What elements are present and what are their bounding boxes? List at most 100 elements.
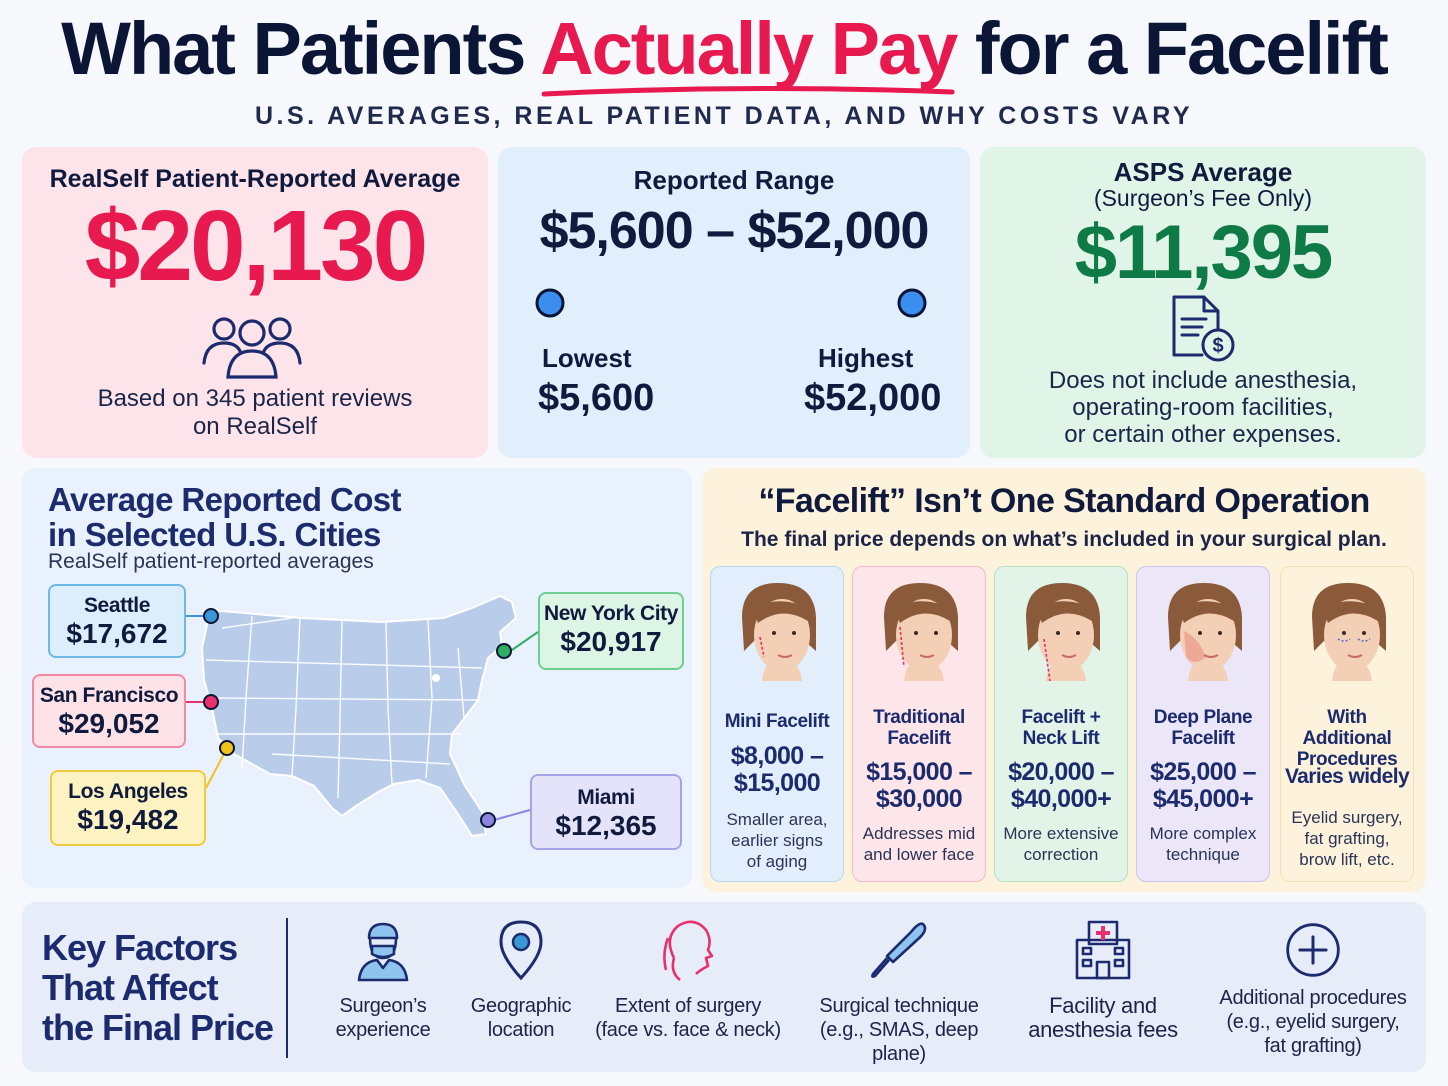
city-value: $19,482 (77, 804, 179, 835)
seattle-dot (203, 608, 219, 624)
procedure-price-line2: $30,000 (875, 785, 963, 813)
us-map-graphic (200, 594, 518, 838)
city-name: Miami (577, 786, 635, 809)
procedure-name-line1: Facelift + (1021, 707, 1101, 728)
factor-technique: Surgical technique (e.g., SMAS, deep plan… (792, 918, 1006, 1066)
miami-dot (480, 812, 496, 828)
asps-value: $11,395 (1074, 210, 1334, 295)
city-name: Seattle (83, 594, 151, 617)
range-label: Reported Range (633, 165, 835, 195)
range-high-dot (897, 288, 927, 318)
factor-line3: fat grafting) (1264, 1035, 1362, 1057)
face-illustration-icon (1168, 583, 1242, 681)
procedures-title: “Facelift” Isn’t One Standard Operation (758, 482, 1370, 520)
factors-title-line1: Key Factors (42, 927, 238, 968)
surgeon-icon (357, 922, 409, 982)
range-high-value: $52,000 (804, 377, 942, 419)
factors-divider (286, 918, 288, 1058)
procedure-name: With Additional Procedures (1281, 707, 1413, 770)
realself-value: $20,130 (84, 190, 428, 302)
procedures-subtitle: The final price depends on what’s includ… (741, 528, 1387, 551)
procedure-price-line1: $8,000 – (730, 742, 824, 770)
range-low-label: Lowest (542, 343, 632, 373)
asps-note-line1: Does not include anesthesia, (1048, 367, 1358, 394)
procedure-name: Facelift + Neck Lift (995, 707, 1127, 749)
procedure-price: $15,000 – $30,000 (853, 759, 985, 813)
factor-line2: location (487, 1019, 555, 1041)
title-accent-text: Actually Pay (540, 7, 958, 90)
procedure-price: Varies widely (1281, 763, 1413, 790)
city-san-francisco: San Francisco $29,052 (32, 674, 186, 748)
procedure-name-line2: Neck Lift (1022, 728, 1100, 749)
procedure-price: $8,000 – $15,000 (711, 743, 843, 797)
procedure-desc-line3: brow lift, etc. (1299, 850, 1395, 869)
realself-note: Based on 345 patient reviews on RealSelf (22, 385, 488, 441)
face-profile-icon (663, 920, 714, 982)
svg-text:$: $ (1212, 335, 1223, 357)
procedure-price-line1: Varies widely (1284, 765, 1410, 788)
procedure-price-line2: $15,000 (733, 769, 821, 797)
range-low-dot (535, 288, 565, 318)
procedure-desc-line1: More extensive (1003, 824, 1119, 843)
cities-title: Average Reported Cost in Selected U.S. C… (48, 482, 402, 553)
procedure-desc-line1: More complex (1149, 824, 1257, 843)
procedure-name: Mini Facelift (711, 711, 843, 732)
asps-note-line2: operating-room facilities, (1072, 394, 1334, 421)
city-value: $12,365 (555, 810, 657, 841)
cities-title-line2: in Selected U.S. Cities (48, 516, 381, 553)
factors-title: Key Factors That Affect the Final Price (42, 927, 274, 1048)
range-high-label: Highest (818, 343, 914, 373)
procedure-name-line1: With Additional (1302, 707, 1392, 749)
factor-line2: (face vs. face & neck) (595, 1019, 781, 1041)
procedure-name-line2: Facelift (1171, 728, 1235, 749)
procedure-price-line2: $40,000+ (1010, 785, 1112, 813)
page-subtitle: U.S. AVERAGES, REAL PATIENT DATA, AND WH… (254, 102, 1194, 130)
factors-title-line2: That Affect (42, 967, 219, 1008)
procedure-name-line2: Facelift (887, 728, 951, 749)
underline-swoosh-icon (541, 85, 955, 97)
realself-label: RealSelf Patient-Reported Average (49, 165, 461, 193)
city-value: $20,917 (560, 626, 662, 657)
city-costs-card: Average Reported Cost in Selected U.S. C… (22, 468, 692, 888)
title-pre: What Patients (61, 7, 541, 90)
procedure-desc-line2: technique (1166, 845, 1240, 864)
procedure-price: $25,000 – $45,000+ (1137, 759, 1269, 813)
procedure-desc-line2: earlier signs (731, 831, 823, 850)
factors-title-line3: the Final Price (42, 1007, 274, 1048)
city-name: New York City (543, 602, 679, 625)
procedure-desc-line2: fat grafting, (1304, 829, 1390, 848)
sf-dot (203, 694, 219, 710)
factor-surgeon: Surgeon’s experience (322, 918, 444, 1042)
procedure-name-line1: Traditional (873, 707, 965, 728)
procedure-desc: Smaller area, earlier signs of aging (711, 809, 843, 872)
people-icon (202, 317, 302, 379)
factor-line1: Geographic (470, 995, 572, 1017)
face-illustration-icon (884, 583, 958, 681)
face-illustration-icon (742, 583, 816, 681)
range-slider-graphic (535, 288, 927, 318)
document-dollar-icon: $ (1172, 295, 1235, 362)
procedure-price-line2: $45,000+ (1152, 785, 1254, 813)
procedure-mini-facelift: Mini Facelift $8,000 – $15,000 Smaller ar… (710, 566, 844, 882)
factor-line2: experience (335, 1019, 431, 1041)
procedure-facelift-neck-lift: Facelift + Neck Lift $20,000 – $40,000+ Mo… (994, 566, 1128, 882)
procedure-desc: Addresses mid and lower face (853, 823, 985, 865)
asps-average-card: ASPS Average (Surgeon’s Fee Only) $11,39… (980, 147, 1426, 458)
procedure-traditional-facelift: Traditional Facelift $15,000 – $30,000 Add… (852, 566, 986, 882)
city-new-york: New York City $20,917 (538, 592, 684, 670)
range-low-value: $5,600 (538, 377, 655, 419)
asps-label: ASPS Average (1113, 157, 1293, 187)
location-pin-icon (499, 920, 543, 981)
cities-subtitle: RealSelf patient-reported averages (48, 550, 374, 573)
title-accent: Actually Pay (540, 7, 958, 97)
asps-note: Does not include anesthesia, operating-r… (980, 367, 1426, 448)
hospital-icon (1075, 920, 1131, 980)
city-value: $29,052 (58, 708, 160, 739)
factor-line1: Surgeon’s (339, 995, 427, 1017)
asps-note-line3: or certain other expenses. (1064, 421, 1342, 448)
factor-line1: Facility and (1049, 993, 1157, 1018)
city-name: Los Angeles (68, 780, 188, 803)
asps-sublabel: (Surgeon’s Fee Only) (1093, 185, 1313, 211)
key-factors-card: Key Factors That Affect the Final Price … (22, 902, 1426, 1072)
procedure-desc-line1: Addresses mid (862, 824, 976, 843)
